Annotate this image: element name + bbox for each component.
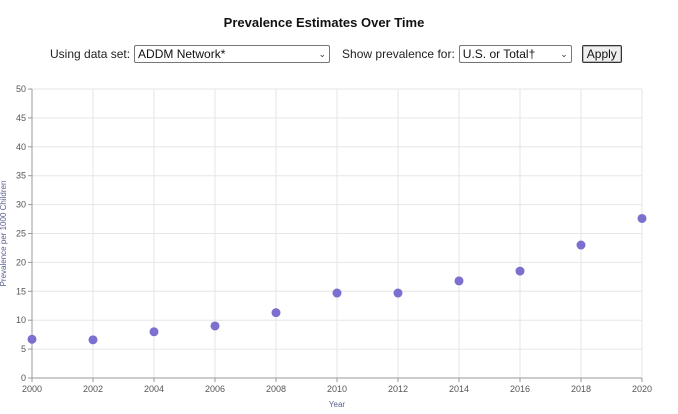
y-tick-label: 5: [21, 344, 26, 354]
data-point[interactable]: [515, 266, 525, 276]
page-title: Prevalence Estimates Over Time: [223, 15, 425, 30]
chart-grid: [31, 88, 643, 379]
dataset-select[interactable]: ADDM Network* ⌄: [134, 45, 331, 63]
x-tick-label: 2000: [22, 384, 42, 394]
x-tick-label: 2008: [266, 384, 286, 394]
y-tick-label: 0: [21, 373, 26, 383]
y-tick-label: 35: [16, 171, 26, 181]
x-tick-label: 2004: [144, 384, 164, 394]
data-point[interactable]: [149, 327, 159, 337]
data-point[interactable]: [271, 308, 281, 318]
chart-points: [27, 213, 647, 345]
x-tick-label: 2012: [388, 384, 408, 394]
data-point[interactable]: [454, 276, 464, 286]
x-tick-label: 2016: [510, 384, 530, 394]
data-point[interactable]: [393, 288, 403, 298]
data-point[interactable]: [210, 321, 220, 331]
y-tick-label: 50: [16, 84, 26, 94]
data-point[interactable]: [88, 335, 98, 345]
chevron-down-icon: ⌄: [560, 49, 568, 59]
y-axis-title: Prevalence per 1000 Children: [0, 181, 8, 287]
chart-axes: [28, 88, 643, 382]
data-point[interactable]: [27, 334, 37, 344]
x-tick-label: 2020: [632, 384, 652, 394]
data-point[interactable]: [332, 288, 342, 298]
y-tick-label: 20: [16, 257, 26, 267]
apply-button[interactable]: Apply: [581, 45, 622, 63]
prevalence-select-value: U.S. or Total†: [462, 47, 536, 61]
dataset-select-value: ADDM Network*: [138, 47, 226, 61]
x-tick-label: 2010: [327, 384, 347, 394]
x-tick-label: 2018: [571, 384, 591, 394]
x-tick-label: 2014: [449, 384, 469, 394]
filter-controls: Using data set: ADDM Network* ⌄ Show pre…: [50, 44, 622, 64]
chevron-down-icon: ⌄: [318, 49, 327, 59]
x-tick-label: 2002: [83, 384, 103, 394]
data-point[interactable]: [637, 213, 647, 223]
prevalence-label: Show prevalence for:: [342, 47, 455, 61]
y-tick-label: 30: [16, 200, 26, 210]
x-axis-title: Year: [329, 400, 346, 409]
y-tick-label: 40: [16, 142, 26, 152]
y-tick-label: 25: [16, 229, 26, 239]
y-tick-label: 45: [16, 113, 26, 123]
dataset-label: Using data set:: [50, 47, 131, 61]
y-tick-label: 15: [16, 286, 26, 296]
y-tick-label: 10: [16, 315, 26, 325]
chart-ticks: 0 5 10 15 20 25 30 35 40 45 50 2000 2002 2004 2006 2008…: [16, 84, 652, 394]
x-tick-label: 2006: [205, 384, 225, 394]
prevalence-select[interactable]: U.S. or Total† ⌄: [458, 45, 572, 63]
data-point[interactable]: [576, 240, 586, 250]
